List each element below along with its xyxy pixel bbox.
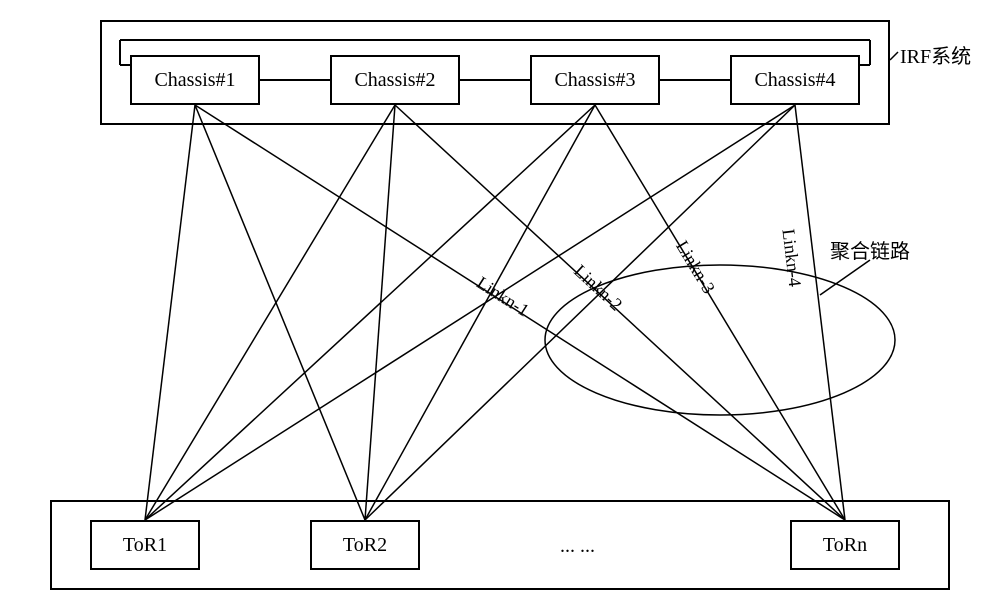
- link-c2-t1: [145, 105, 395, 520]
- agg-leader: [820, 260, 870, 295]
- tor-n-label: ToRn: [823, 534, 867, 557]
- ellipsis: ... ...: [560, 535, 595, 558]
- link-c4-t1: [145, 105, 795, 520]
- link-c3-tn: [595, 105, 845, 520]
- link-c3-t2: [365, 105, 595, 520]
- link-c3-t1: [145, 105, 595, 520]
- link-c4-t2: [365, 105, 795, 520]
- link-c1-tn: [195, 105, 845, 520]
- tor-2: ToR2: [310, 520, 420, 570]
- link-c1-t2: [195, 105, 365, 520]
- linkn-1-label: Linkn-1: [473, 272, 533, 320]
- diagram-root: Chassis#1 Chassis#2 Chassis#3 Chassis#4 …: [0, 0, 1000, 603]
- link-c1-t1: [145, 105, 195, 520]
- chassis-2-label: Chassis#2: [354, 69, 435, 92]
- tor-1: ToR1: [90, 520, 200, 570]
- tor-2-label: ToR2: [343, 534, 387, 557]
- link-c2-t2: [365, 105, 395, 520]
- linkn-2-label: Linkn-2: [570, 261, 626, 315]
- chassis-4-label: Chassis#4: [754, 69, 835, 92]
- chassis-3-label: Chassis#3: [554, 69, 635, 92]
- aggregation-link-label: 聚合链路: [830, 235, 910, 264]
- chassis-1-label: Chassis#1: [154, 69, 235, 92]
- chassis-3: Chassis#3: [530, 55, 660, 105]
- aggregation-ellipse: [545, 265, 895, 415]
- chassis-4: Chassis#4: [730, 55, 860, 105]
- link-c4-tn: [795, 105, 845, 520]
- linkn-4-label: Linkn-4: [778, 228, 805, 288]
- link-c2-tn: [395, 105, 845, 520]
- irf-leader: [890, 52, 898, 60]
- chassis-1: Chassis#1: [130, 55, 260, 105]
- tor-1-label: ToR1: [123, 534, 167, 557]
- tor-n: ToRn: [790, 520, 900, 570]
- irf-system-label: IRF系统: [900, 40, 971, 69]
- linkn-3-label: Linkn-3: [672, 237, 719, 297]
- chassis-2: Chassis#2: [330, 55, 460, 105]
